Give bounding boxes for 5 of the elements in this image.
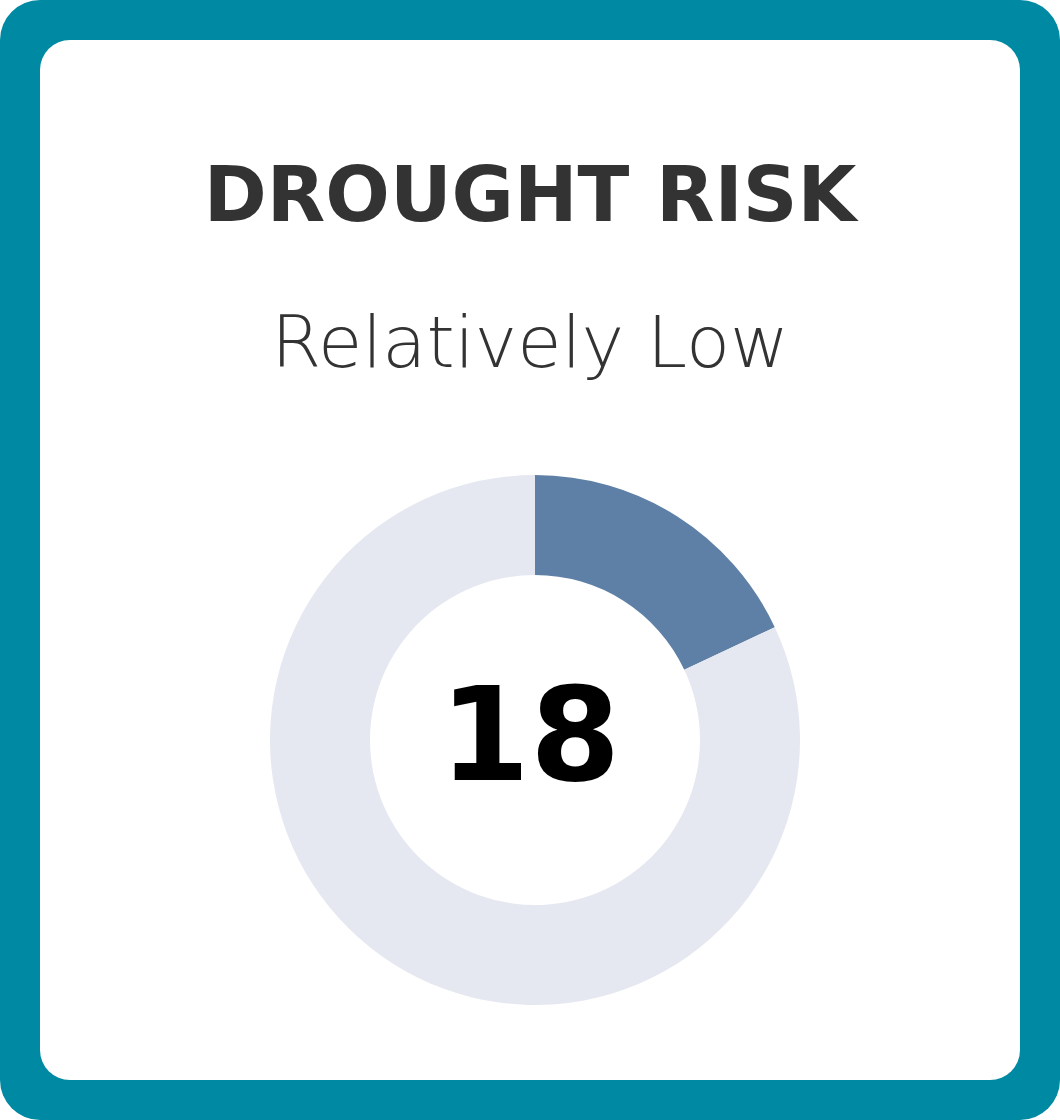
chart-title: DROUGHT RISK <box>202 150 860 239</box>
text: 18 <box>438 658 622 813</box>
donut-slice <box>535 475 775 670</box>
chart-subtitle: Relatively Low <box>270 300 790 384</box>
donut-slice <box>270 475 800 1005</box>
